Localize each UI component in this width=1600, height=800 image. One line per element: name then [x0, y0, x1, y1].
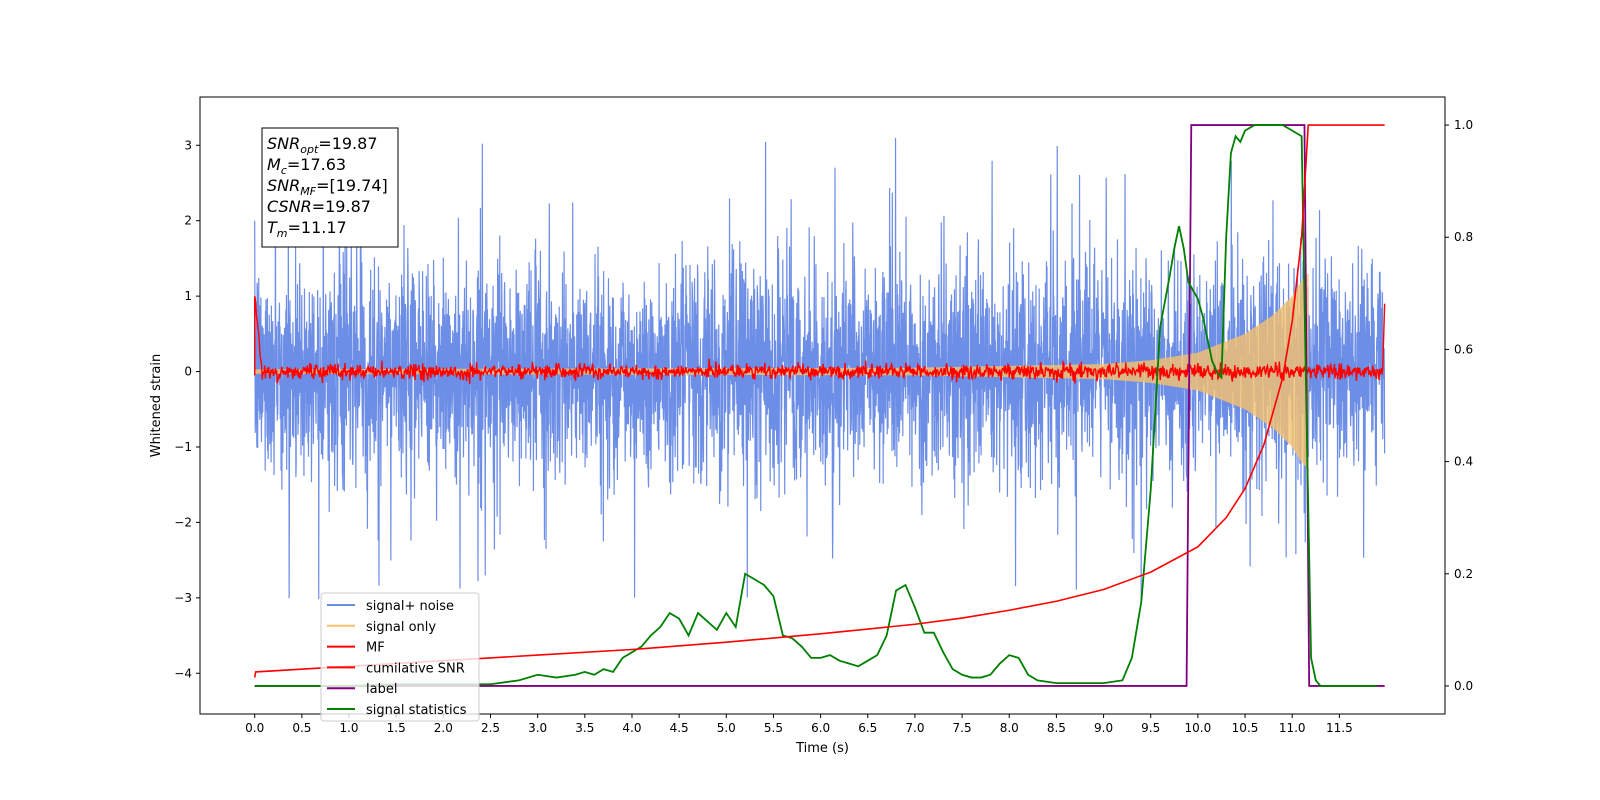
x-tick-label: 6.0 — [811, 721, 830, 735]
legend-label: signal statistics — [366, 703, 467, 718]
y-left-tick-label: 1 — [184, 289, 192, 303]
x-tick-label: 10.0 — [1185, 721, 1212, 735]
y-right-tick-label: 0.0 — [1454, 679, 1473, 693]
legend-label: signal+ noise — [366, 599, 454, 614]
x-tick-label: 8.0 — [1000, 721, 1019, 735]
legend-label: MF — [366, 641, 385, 656]
x-tick-label: 8.5 — [1047, 721, 1066, 735]
x-axis-label: Time (s) — [795, 741, 849, 756]
x-tick-label: 4.5 — [670, 721, 689, 735]
y-axis-left: 3 2 1 0 −1 −2 −3 −4 — [174, 138, 200, 680]
legend-label: signal only — [366, 620, 436, 635]
stats-line: Mc=17.63 — [267, 155, 346, 177]
x-tick-label: 7.5 — [953, 721, 972, 735]
x-tick-label: 3.0 — [528, 721, 547, 735]
x-tick-label: 5.5 — [764, 721, 783, 735]
plot-frame — [199, 96, 1446, 715]
x-tick-label: 7.0 — [905, 721, 924, 735]
y-left-tick-label: −3 — [174, 591, 192, 605]
series-mf — [254, 295, 1386, 384]
x-tick-label: 11.0 — [1279, 721, 1306, 735]
y-left-tick-label: 0 — [184, 365, 192, 379]
stats-line: Tm=11.17 — [267, 218, 347, 240]
legend-label: label — [366, 682, 397, 697]
x-tick-label: 5.0 — [717, 721, 736, 735]
stats-annotation: SNRopt=19.87Mc=17.63SNRMF=[19.74]CSNR=19… — [261, 127, 399, 248]
y-axis-right: 1.0 0.8 0.6 0.4 0.2 0.0 — [1445, 118, 1473, 693]
x-tick-label: 9.5 — [1141, 721, 1160, 735]
y-right-tick-label: 0.4 — [1454, 455, 1473, 469]
x-tick-label: 0.5 — [292, 721, 311, 735]
x-tick-label: 1.0 — [339, 721, 358, 735]
legend-label: cumilative SNR — [366, 661, 465, 676]
x-axis: 0.0 0.5 1.0 1.5 2.0 2.5 3.0 3.5 4.0 4.5 5.0 5.5 6.0 6… — [245, 714, 1353, 735]
y-left-tick-label: −2 — [174, 515, 192, 529]
y-right-tick-label: 0.6 — [1454, 342, 1473, 356]
x-tick-label: 0.0 — [245, 721, 264, 735]
x-tick-label: 10.5 — [1232, 721, 1259, 735]
y-right-tick-label: 0.8 — [1454, 230, 1473, 244]
stats-line: SNRopt=19.87 — [267, 134, 378, 156]
stats-line: SNRMF=[19.74] — [267, 176, 388, 198]
x-tick-label: 2.5 — [481, 721, 500, 735]
x-tick-label: 1.5 — [387, 721, 406, 735]
x-tick-label: 3.5 — [575, 721, 594, 735]
series-cumulative-snr — [253, 124, 1385, 678]
x-tick-label: 2.0 — [434, 721, 453, 735]
x-tick-label: 9.0 — [1094, 721, 1113, 735]
y-right-tick-label: 0.2 — [1454, 567, 1473, 581]
legend: signal+ noise signal only MF cumilative SNR… — [320, 592, 480, 722]
stats-line: CSNR=19.87 — [267, 197, 371, 216]
x-tick-label: 11.5 — [1326, 721, 1353, 735]
stats-box-frame — [261, 127, 399, 248]
y-right-tick-label: 1.0 — [1454, 118, 1473, 132]
legend-frame — [320, 592, 480, 722]
y-left-tick-label: 2 — [184, 214, 192, 228]
y-left-tick-label: 3 — [184, 138, 192, 152]
series-layer — [253, 124, 1386, 687]
y-left-tick-label: −4 — [174, 666, 192, 680]
y-left-tick-label: −1 — [174, 440, 192, 454]
x-tick-label: 6.5 — [858, 721, 877, 735]
y-axis-label: Whitened strain — [149, 354, 164, 457]
x-tick-label: 4.0 — [622, 721, 641, 735]
